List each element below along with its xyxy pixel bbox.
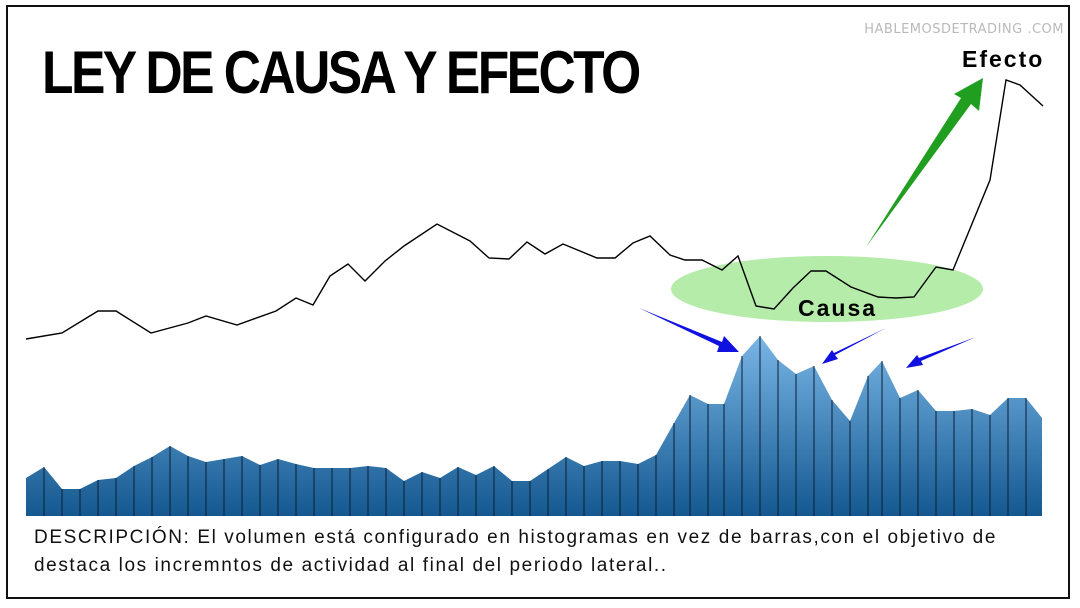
watermark: HABLEMOSDETRADING .COM	[864, 22, 1064, 37]
description-text: DESCRIPCIÓN: El volumen está configurado…	[34, 527, 998, 576]
effect-label: Efecto	[962, 46, 1045, 72]
volume-arrow-1-icon	[639, 308, 739, 352]
volume-pointer-arrows-icon	[639, 308, 976, 368]
volume-bar-dividers	[43, 336, 1027, 516]
cause-label: Causa	[798, 295, 878, 321]
volume-area	[26, 336, 1042, 516]
page-title: LEY DE CAUSA Y EFECTO	[42, 39, 641, 106]
price-line	[25, 79, 1044, 340]
volume-arrow-3-icon	[906, 337, 976, 368]
volume-arrow-2-icon	[822, 328, 886, 364]
volume-histogram	[26, 336, 1042, 516]
cause-ellipse	[671, 256, 983, 322]
effect-arrow-icon	[866, 78, 983, 247]
